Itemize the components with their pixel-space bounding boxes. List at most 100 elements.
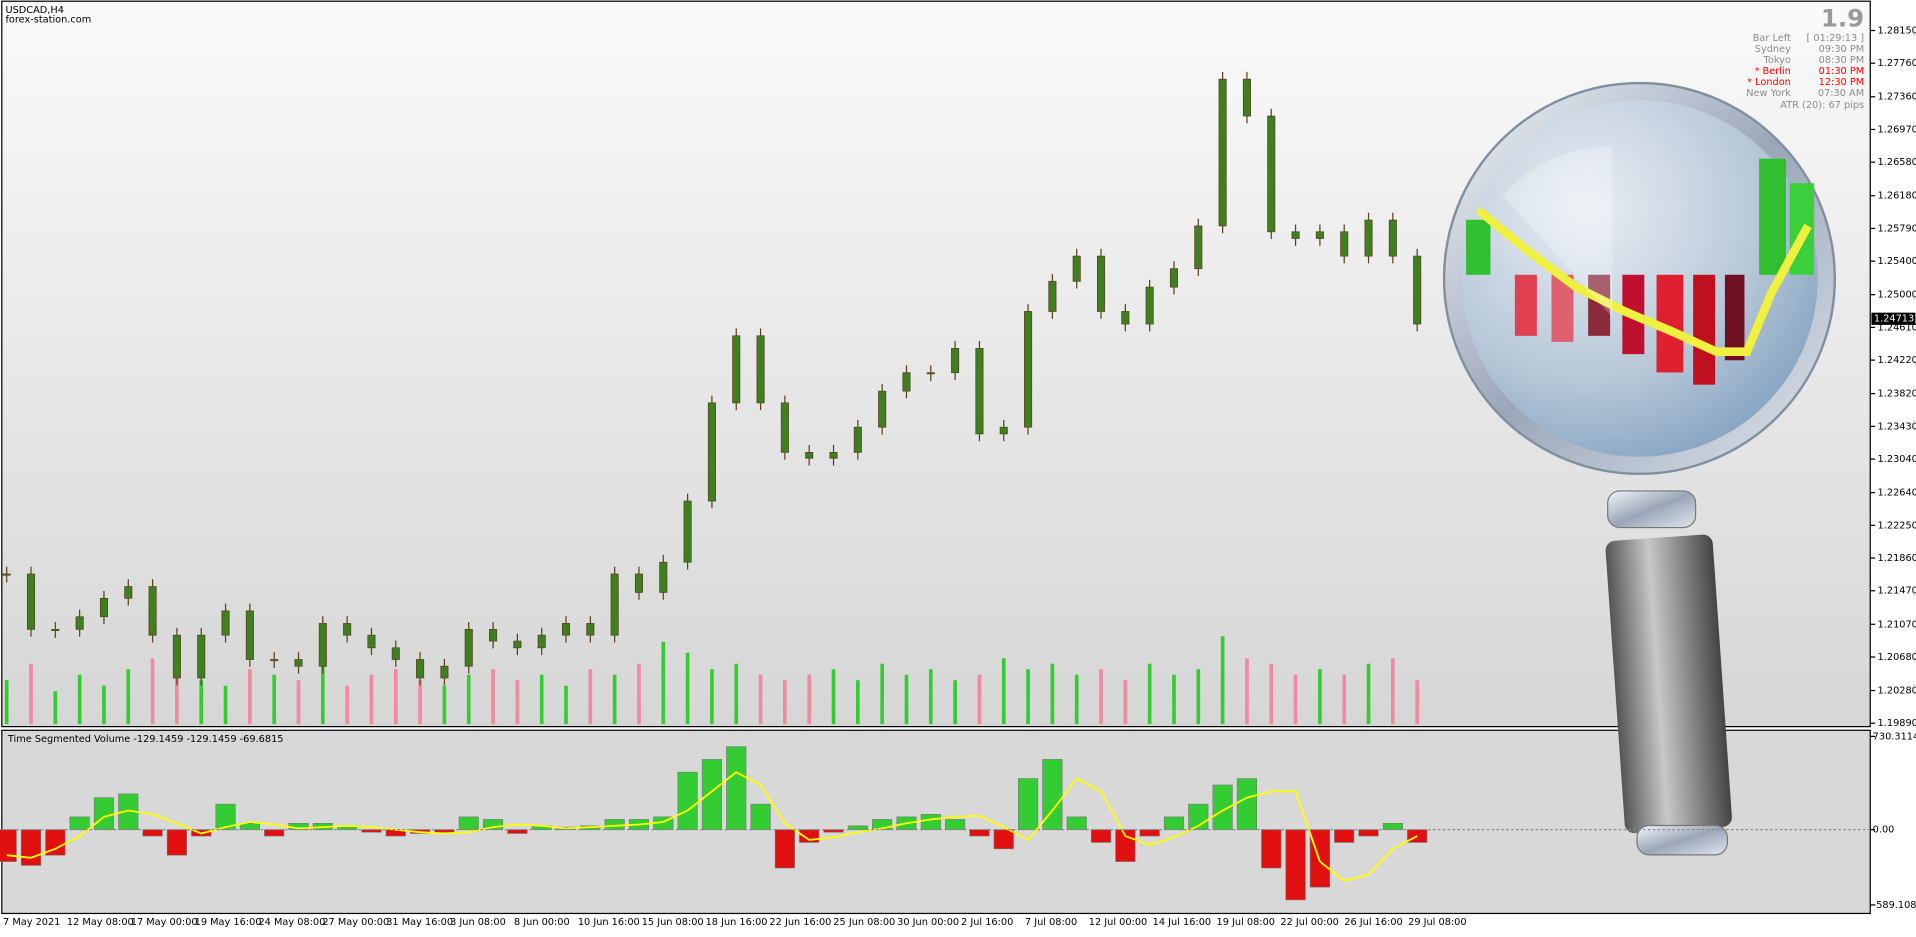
histogram-bar <box>993 829 1014 850</box>
volume-bar <box>369 674 374 725</box>
candle <box>1267 115 1276 233</box>
histogram-bar <box>361 829 382 833</box>
info-label: * London <box>1747 77 1791 88</box>
candle <box>391 647 400 660</box>
y-tick-label: 730.3114 <box>1873 731 1916 742</box>
candle <box>2 573 11 576</box>
x-tick-label: 17 May 00:00 <box>131 917 198 928</box>
volume-bar <box>783 680 787 725</box>
histogram-bar <box>166 829 187 856</box>
neck <box>1607 490 1697 529</box>
version: 1.9 <box>1821 4 1864 33</box>
y-tick-label: 1.23430 <box>1878 421 1916 432</box>
x-tick-label: 19 May 16:00 <box>195 917 262 928</box>
x-tick-label: 2 Jul 16:00 <box>961 917 1013 928</box>
volume-bar <box>1001 658 1006 725</box>
histogram-bar <box>1334 829 1355 843</box>
y-tick-label: 1.22250 <box>1878 520 1916 531</box>
volume-bar <box>296 680 301 725</box>
y-tick-label: 1.20680 <box>1878 652 1916 663</box>
histogram-bar <box>1212 784 1233 830</box>
y-tick-label: 1.26180 <box>1878 191 1916 202</box>
magnifier <box>1442 81 1837 856</box>
volume-bar <box>272 674 277 725</box>
histogram-bar <box>677 771 698 830</box>
volume-bar <box>685 652 690 725</box>
info-label: Bar Left <box>1753 33 1791 44</box>
volume-bar <box>1415 680 1420 725</box>
volume-bar <box>1147 663 1152 725</box>
x-tick-label: 15 Jun 08:00 <box>642 917 704 928</box>
candle <box>902 372 911 392</box>
atr: ATR (20): 67 pips <box>1780 100 1864 111</box>
info-time: 07:30 AM <box>1818 88 1864 99</box>
histogram-bar <box>1261 829 1282 869</box>
volume-bar <box>1074 674 1079 725</box>
candle <box>537 634 546 649</box>
volume-bar <box>1245 658 1249 725</box>
y-tick-label: 1.28150 <box>1878 26 1916 37</box>
volume-bar <box>320 663 325 725</box>
candle <box>1364 219 1373 257</box>
x-tick-label: 12 May 08:00 <box>67 917 134 928</box>
volume-bar <box>1026 669 1030 725</box>
histogram-bar <box>969 829 990 837</box>
histogram-bar <box>264 829 285 837</box>
candle <box>197 634 206 679</box>
volume-bar <box>442 685 447 725</box>
histogram-bar <box>774 829 795 869</box>
x-tick-label: 14 Jul 16:00 <box>1153 917 1211 928</box>
volume-bar <box>953 680 957 725</box>
x-tick-label: 10 Jun 16:00 <box>578 917 640 928</box>
volume-bar <box>29 663 33 725</box>
candle <box>1024 311 1033 428</box>
volume-bar <box>345 685 349 725</box>
candle <box>756 335 765 404</box>
histogram-bar <box>1163 816 1185 830</box>
info-time: [ 01:29:13 ] <box>1807 33 1865 44</box>
candle <box>26 573 36 630</box>
candle <box>1291 231 1300 239</box>
volume-bar <box>1220 636 1225 725</box>
candle <box>732 335 741 404</box>
candle <box>610 573 619 636</box>
y-tick-label: 1.24610 <box>1878 322 1916 333</box>
candle <box>780 402 789 453</box>
candle <box>343 623 352 636</box>
x-tick-label: 8 Jun 00:00 <box>514 917 570 928</box>
x-tick-label: 30 Jun 00:00 <box>897 917 959 928</box>
candle <box>926 372 935 375</box>
candle <box>245 610 254 660</box>
candle <box>1194 225 1203 270</box>
signal-line <box>6 771 1418 882</box>
candle <box>440 665 449 679</box>
y-tick-label: 1.27360 <box>1878 92 1916 103</box>
volume-bar <box>4 680 9 725</box>
candle <box>1218 78 1227 227</box>
candle <box>489 628 498 642</box>
handle-cap <box>1636 824 1728 856</box>
volume-bar <box>1050 663 1055 725</box>
histogram-bar <box>507 829 528 834</box>
histogram-bar <box>1382 822 1403 830</box>
info-label: Tokyo <box>1763 55 1791 66</box>
volume-bar <box>758 674 763 725</box>
histogram-bar <box>604 819 625 830</box>
volume-bar <box>661 641 666 725</box>
volume-bar <box>564 685 568 725</box>
site: forex-station.com <box>5 15 91 26</box>
histogram-bar <box>1236 778 1258 830</box>
candle <box>1413 255 1422 325</box>
x-tick-label: 27 May 00:00 <box>322 917 389 928</box>
x-tick-label: 18 Jun 16:00 <box>706 917 768 928</box>
symbol: USDCAD,H4 <box>5 5 63 16</box>
candle <box>1145 286 1154 325</box>
volume-bar <box>1123 680 1128 725</box>
candle <box>634 573 644 593</box>
info-time: 08:30 PM <box>1819 55 1864 66</box>
x-tick-label: 12 Jul 00:00 <box>1089 917 1147 928</box>
histogram-bar <box>750 803 771 830</box>
volume-bar <box>1196 669 1201 725</box>
histogram-bar <box>1309 829 1330 888</box>
